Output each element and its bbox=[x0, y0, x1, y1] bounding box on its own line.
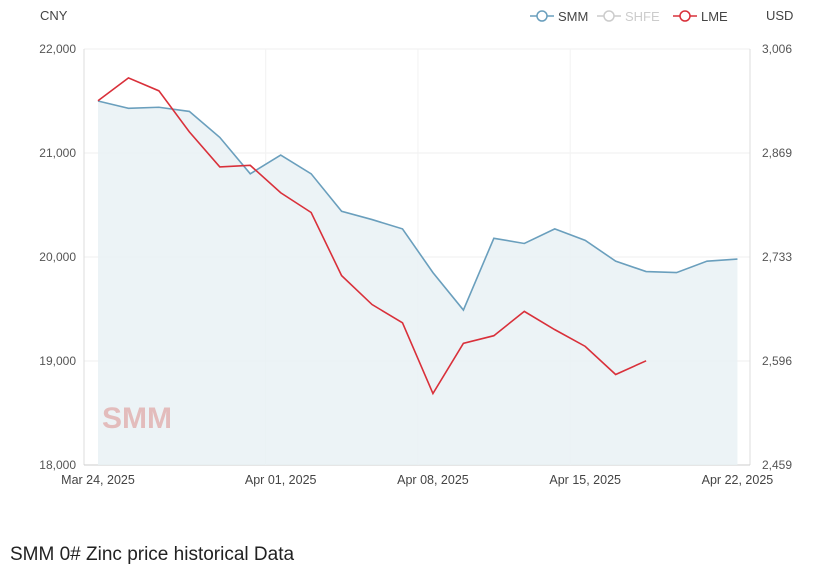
legend-marker-icon bbox=[679, 10, 691, 22]
left-axis-unit: CNY bbox=[40, 8, 68, 23]
right-tick-label: 2,459 bbox=[762, 458, 792, 472]
legend-item-shfe[interactable]: SHFE bbox=[597, 9, 660, 24]
watermark: SMM bbox=[102, 402, 172, 435]
right-tick-label: 2,733 bbox=[762, 250, 792, 264]
right-axis-unit: USD bbox=[766, 8, 793, 23]
left-tick-label: 20,000 bbox=[39, 250, 76, 264]
x-tick-label: Apr 01, 2025 bbox=[245, 473, 317, 487]
left-tick-label: 19,000 bbox=[39, 354, 76, 368]
legend-marker-icon bbox=[603, 10, 615, 22]
right-tick-label: 2,869 bbox=[762, 146, 792, 160]
legend-item-smm[interactable]: SMM bbox=[530, 9, 588, 24]
left-tick-label: 22,000 bbox=[39, 42, 76, 56]
legend-marker-icon bbox=[536, 10, 548, 22]
legend-item-lme[interactable]: LME bbox=[673, 9, 728, 24]
smm-area bbox=[98, 101, 738, 465]
legend-label: SMM bbox=[558, 9, 588, 24]
x-tick-label: Apr 22, 2025 bbox=[702, 473, 774, 487]
x-tick-label: Apr 08, 2025 bbox=[397, 473, 469, 487]
x-tick-label: Mar 24, 2025 bbox=[61, 473, 135, 487]
right-tick-label: 2,596 bbox=[762, 354, 792, 368]
legend-label: SHFE bbox=[625, 9, 660, 24]
legend-label: LME bbox=[701, 9, 728, 24]
price-chart: CNY USD SMM SHFE LME SMM 18,000 2,459 19,000… bbox=[39, 8, 793, 487]
left-tick-label: 21,000 bbox=[39, 146, 76, 160]
smm-line bbox=[97, 100, 738, 312]
left-tick-label: 18,000 bbox=[39, 458, 76, 472]
right-tick-label: 3,006 bbox=[762, 42, 792, 56]
page-title: SMM 0# Zinc price historical Data bbox=[10, 544, 295, 565]
x-tick-label: Apr 15, 2025 bbox=[549, 473, 621, 487]
